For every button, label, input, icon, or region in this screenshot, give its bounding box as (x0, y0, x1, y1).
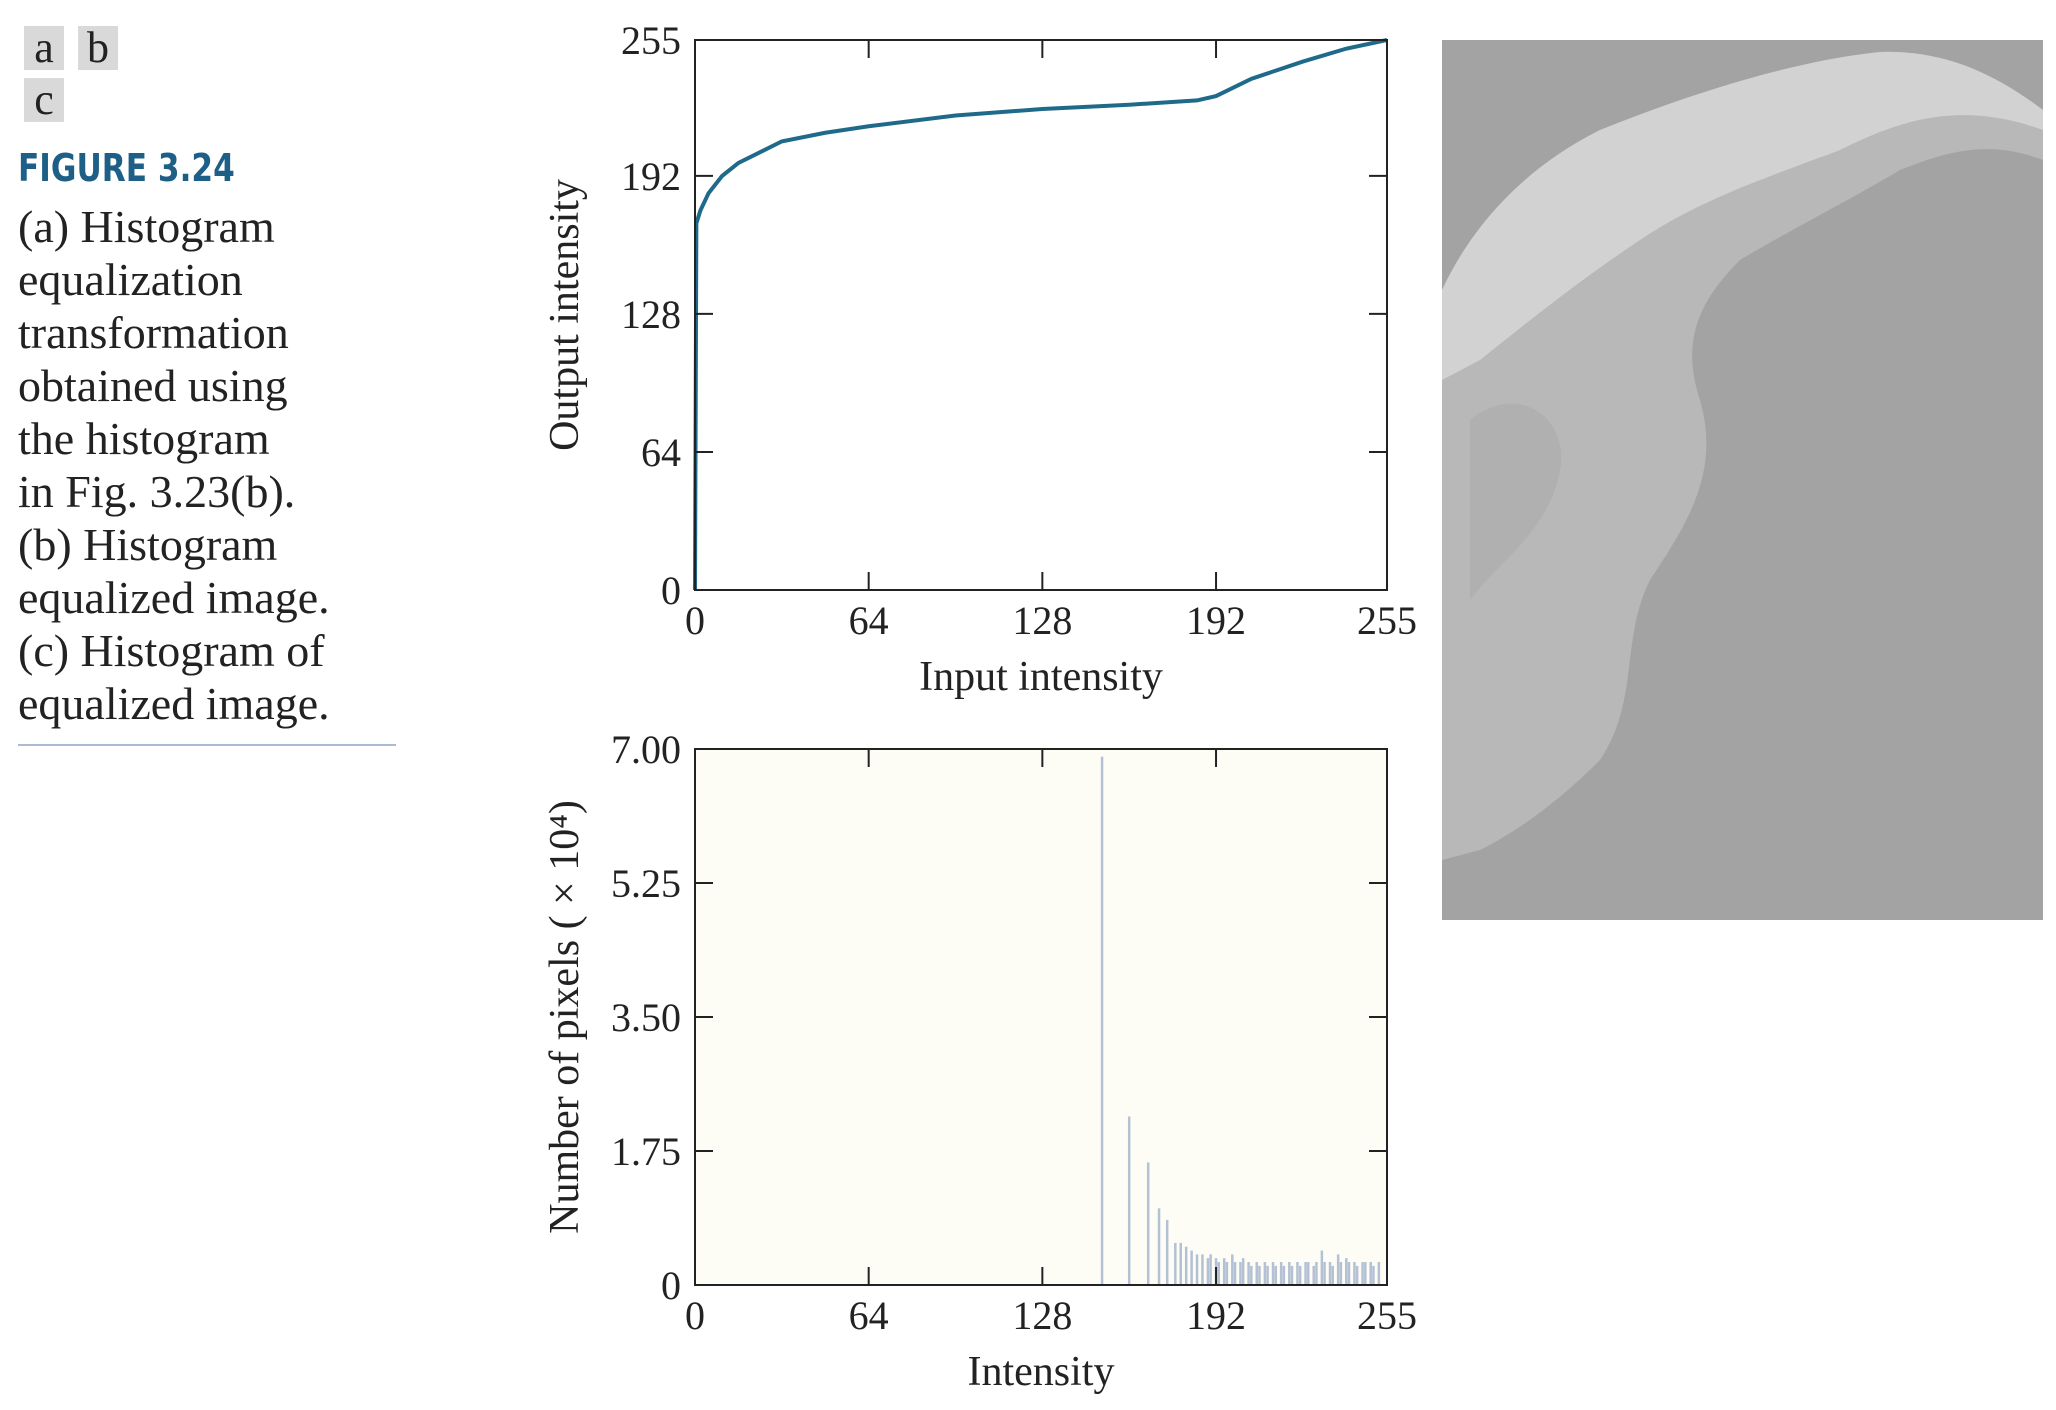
caption-line: obtained using (18, 360, 288, 411)
caption-line: equalized image. (18, 572, 330, 623)
caption-line: (b) Histogram (18, 519, 278, 570)
plot-frame (694, 39, 1388, 591)
x-tick-label: 192 (1186, 598, 1246, 643)
y-tick-label: 5.25 (611, 861, 681, 906)
x-tick-label: 0 (685, 598, 705, 643)
x-tick-label: 64 (849, 598, 889, 643)
x-tick-label: 255 (1357, 598, 1417, 643)
x-tick-label: 64 (849, 1293, 889, 1338)
y-tick-label: 0 (661, 1263, 681, 1308)
caption-line: the histogram (18, 413, 270, 464)
x-axis-title: Input intensity (919, 654, 1163, 700)
y-tick-label: 7.00 (611, 727, 681, 772)
y-tick-label: 128 (621, 292, 681, 337)
y-axis-title: Number of pixels ( × 10⁴) (542, 800, 588, 1234)
x-tick-label: 0 (685, 1293, 705, 1338)
x-axis-title: Intensity (968, 1349, 1115, 1395)
x-tick-label: 192 (1186, 1293, 1246, 1338)
panel-label: b (78, 26, 118, 70)
y-tick-label: 3.50 (611, 995, 681, 1040)
y-tick-label: 0 (661, 568, 681, 613)
y-axis-title: Output intensity (542, 179, 588, 451)
figure-label: FIGURE 3.24 (18, 146, 235, 190)
caption: (a) Histogram equalization transformation o… (18, 200, 330, 730)
y-tick-label: 255 (621, 18, 681, 63)
y-tick-label: 192 (621, 154, 681, 199)
x-tick-label: 128 (1012, 598, 1072, 643)
caption-line: transformation (18, 307, 289, 358)
caption-line: in Fig. 3.23(b). (18, 466, 296, 517)
caption-line: (a) Histogram (18, 201, 275, 252)
caption-line: equalized image. (18, 678, 330, 729)
panel-label: a (24, 26, 64, 70)
caption-rule (18, 744, 396, 746)
x-tick-label: 255 (1357, 1293, 1417, 1338)
x-tick-label: 128 (1012, 1293, 1072, 1338)
transformation-curve (693, 38, 1388, 591)
y-tick-label: 64 (641, 430, 681, 475)
caption-line: (c) Histogram of (18, 625, 325, 676)
y-tick-label: 1.75 (611, 1129, 681, 1174)
plot-area (695, 40, 1387, 590)
caption-line: equalization (18, 254, 243, 305)
plot-area (695, 749, 1387, 1285)
panel-label: c (24, 78, 64, 122)
photo (1442, 40, 2043, 920)
